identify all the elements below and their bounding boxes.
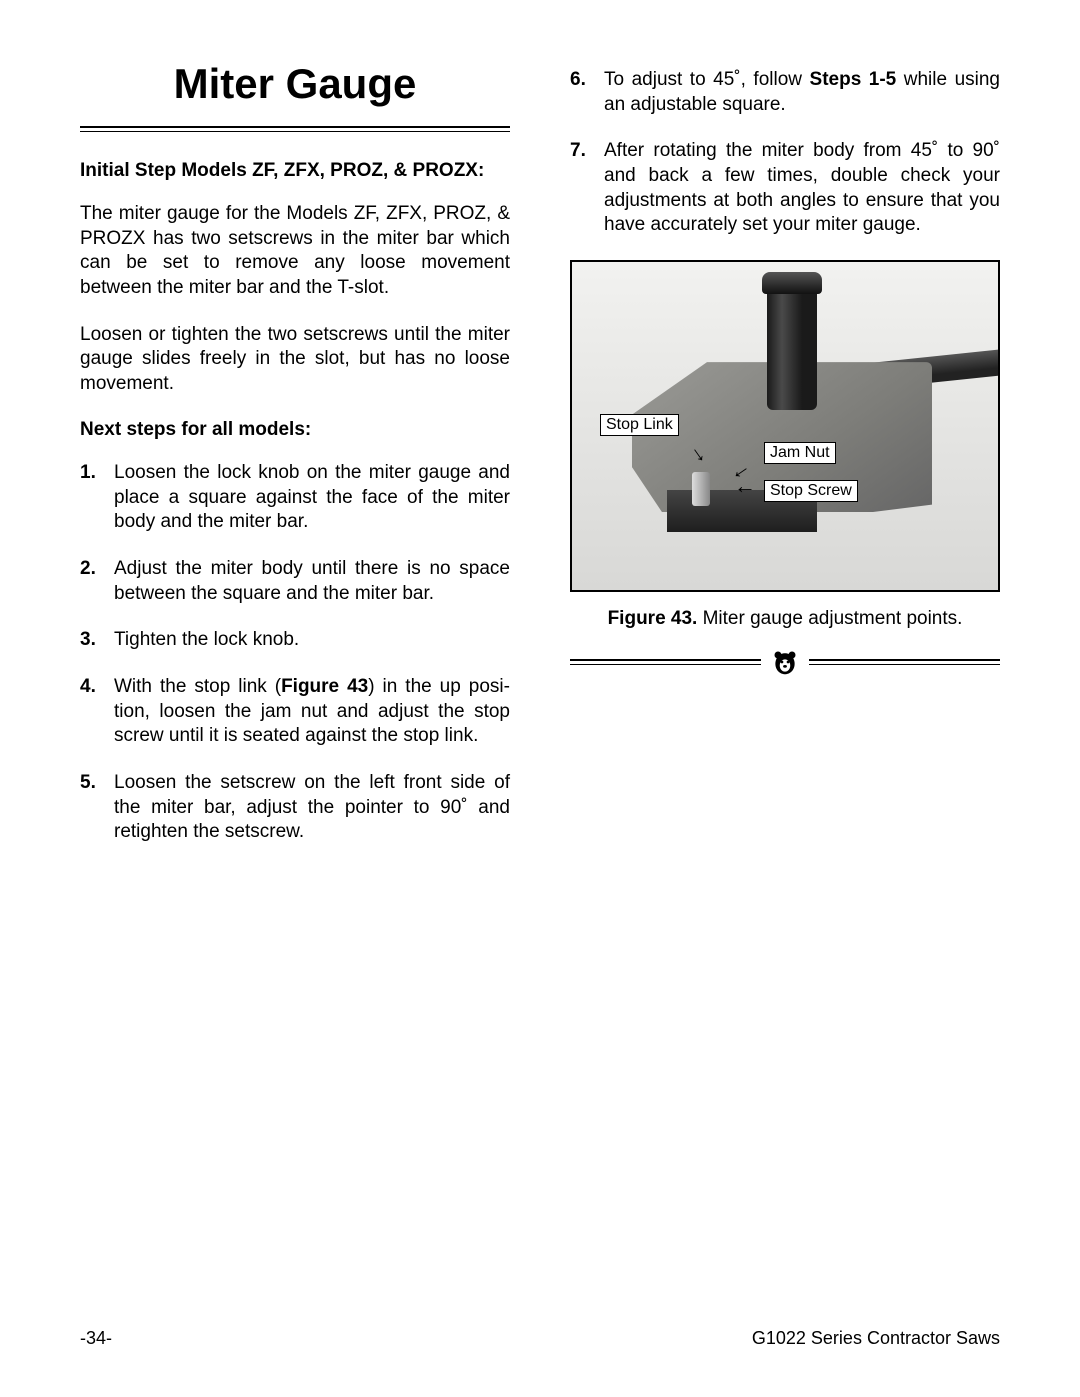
rule-line [570,659,761,665]
step-number: 3. [80,628,114,653]
step-text: After rotating the miter body from 45˚ t… [604,139,1000,238]
step-number: 7. [570,139,604,238]
label-stop-link: Stop Link [600,414,679,436]
step-text: Adjust the miter body until there is no … [114,557,510,606]
rule-line [809,659,1000,665]
label-stop-screw: Stop Screw [764,480,858,502]
steps-right: 6. To adjust to 45˚, follow Steps 1-5 wh… [570,68,1000,238]
page-body: Miter Gauge Initial Step Models ZF, ZFX,… [80,60,1000,867]
arrow-icon: → [734,480,756,506]
step-text: To adjust to 45˚, follow Steps 1-5 while… [604,68,1000,117]
handle-graphic [767,280,817,410]
subhead-initial: Initial Step Models ZF, ZFX, PROZ, & PRO… [80,160,510,182]
step-text: Loosen the lock knob on the miter gauge … [114,461,510,535]
step-text: With the stop link (Figure 43) in the up… [114,675,510,749]
step-number: 1. [80,461,114,535]
label-jam-nut: Jam Nut [764,442,836,464]
para-initial-2: Loosen or tighten the two setscrews unti… [80,323,510,397]
subhead-next: Next steps for all models: [80,419,510,441]
steps-left: 1. Loosen the lock knob on the miter gau… [80,461,510,845]
step-text: Loosen the setscrew on the left front si… [114,771,510,845]
step-2: 2. Adjust the miter body until there is … [80,557,510,606]
step-1: 1. Loosen the lock knob on the miter gau… [80,461,510,535]
stop-link-graphic [692,472,710,506]
bear-icon [769,646,801,678]
step-5: 5. Loosen the setscrew on the left front… [80,771,510,845]
handle-top-graphic [762,272,822,294]
page-footer: -34- G1022 Series Contractor Saws [80,1328,1000,1349]
step-7: 7. After rotating the miter body from 45… [570,139,1000,238]
step-number: 6. [570,68,604,117]
step-4: 4. With the stop link (Figure 43) in the… [80,675,510,749]
step-number: 5. [80,771,114,845]
page-number: -34- [80,1328,112,1349]
left-column: Miter Gauge Initial Step Models ZF, ZFX,… [80,60,510,867]
section-end-rule [570,646,1000,678]
right-column: 6. To adjust to 45˚, follow Steps 1-5 wh… [570,60,1000,867]
step-6: 6. To adjust to 45˚, follow Steps 1-5 wh… [570,68,1000,117]
figure-43: Stop Link → Jam Nut → Stop Screw → [570,260,1000,592]
para-initial-1: The miter gauge for the Models ZF, ZFX, … [80,202,510,301]
step-number: 4. [80,675,114,749]
figure-caption: Figure 43. Miter gauge adjustment points… [570,608,1000,630]
title-rule [80,126,510,132]
step-text: Tighten the lock knob. [114,628,510,653]
step-number: 2. [80,557,114,606]
page-title: Miter Gauge [80,60,510,108]
doc-title: G1022 Series Contractor Saws [752,1328,1000,1349]
step-3: 3. Tighten the lock knob. [80,628,510,653]
